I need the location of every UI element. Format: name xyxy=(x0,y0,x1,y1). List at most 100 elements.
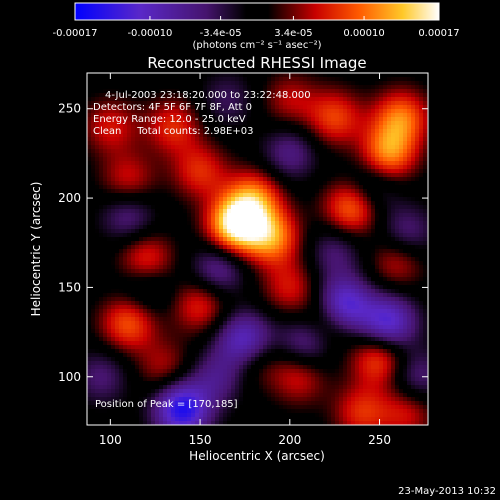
heatmap-cell xyxy=(291,113,296,118)
heatmap-cell xyxy=(335,113,340,118)
heatmap-cell xyxy=(143,193,148,198)
heatmap-cell xyxy=(291,201,296,206)
heatmap-cell xyxy=(187,105,192,110)
heatmap-cell xyxy=(203,145,208,150)
heatmap-cell xyxy=(415,121,420,126)
heatmap-cell xyxy=(263,221,268,226)
heatmap-cell xyxy=(127,269,132,274)
heatmap-cell xyxy=(335,249,340,254)
heatmap-cell xyxy=(187,153,192,158)
heatmap-cell xyxy=(407,157,412,162)
heatmap-cell xyxy=(291,165,296,170)
heatmap-cell xyxy=(123,265,128,270)
heatmap-cell xyxy=(103,189,108,194)
heatmap-cell xyxy=(359,169,364,174)
heatmap-cell xyxy=(259,221,264,226)
heatmap-cell xyxy=(107,257,112,262)
heatmap-cell xyxy=(183,245,188,250)
heatmap-cell xyxy=(123,105,128,110)
heatmap-cell xyxy=(143,261,148,266)
heatmap-cell xyxy=(407,145,412,150)
heatmap-cell xyxy=(247,77,252,82)
heatmap-cell xyxy=(299,229,304,234)
heatmap-cell xyxy=(111,161,116,166)
heatmap-cell xyxy=(347,81,352,86)
heatmap-cell xyxy=(331,173,336,178)
heatmap-cell xyxy=(411,97,416,102)
heatmap-cell xyxy=(199,185,204,190)
heatmap-cell xyxy=(231,185,236,190)
heatmap-cell xyxy=(259,257,264,262)
heatmap-cell xyxy=(163,169,168,174)
heatmap-cell xyxy=(135,125,140,130)
heatmap-cell xyxy=(135,73,140,78)
heatmap-cell xyxy=(279,185,284,190)
heatmap-cell xyxy=(271,105,276,110)
heatmap-cell xyxy=(239,257,244,262)
heatmap-cell xyxy=(147,121,152,126)
heatmap-cell xyxy=(411,169,416,174)
heatmap-cell xyxy=(239,73,244,78)
heatmap-cell xyxy=(115,229,120,234)
heatmap-cell xyxy=(243,289,248,294)
heatmap-cell xyxy=(359,113,364,118)
heatmap-cell xyxy=(387,241,392,246)
heatmap-cell xyxy=(407,281,412,286)
heatmap-cell xyxy=(267,113,272,118)
heatmap-cell xyxy=(175,205,180,210)
heatmap-cell xyxy=(227,253,232,258)
heatmap-cell xyxy=(163,217,168,222)
heatmap-cell xyxy=(295,285,300,290)
heatmap-cell xyxy=(407,213,412,218)
heatmap-cell xyxy=(279,177,284,182)
heatmap-cell xyxy=(331,189,336,194)
heatmap-cell xyxy=(211,237,216,242)
heatmap-cell xyxy=(247,101,252,106)
heatmap-cell xyxy=(179,221,184,226)
heatmap-cell xyxy=(159,157,164,162)
heatmap-cell xyxy=(99,73,104,78)
heatmap-cell xyxy=(359,265,364,270)
heatmap-cell xyxy=(167,197,172,202)
heatmap-cell xyxy=(423,129,428,134)
heatmap-cell xyxy=(259,249,264,254)
heatmap-cell xyxy=(399,229,404,234)
heatmap-cell xyxy=(95,173,100,178)
heatmap-cell xyxy=(359,97,364,102)
heatmap-cell xyxy=(399,189,404,194)
heatmap-cell xyxy=(139,197,144,202)
heatmap-cell xyxy=(267,169,272,174)
heatmap-cell xyxy=(219,205,224,210)
heatmap-cell xyxy=(395,197,400,202)
heatmap-cell xyxy=(243,261,248,266)
heatmap-cell xyxy=(127,73,132,78)
heatmap-cell xyxy=(251,109,256,114)
heatmap-cell xyxy=(175,181,180,186)
heatmap-cell xyxy=(271,229,276,234)
heatmap-cell xyxy=(187,161,192,166)
heatmap-cell xyxy=(223,105,228,110)
heatmap-cell xyxy=(339,93,344,98)
heatmap-cell xyxy=(279,101,284,106)
heatmap-cell xyxy=(87,201,92,206)
heatmap-cell xyxy=(291,173,296,178)
heatmap-cell xyxy=(403,233,408,238)
heatmap-cell xyxy=(287,117,292,122)
heatmap-cell xyxy=(159,273,164,278)
heatmap-cell xyxy=(103,117,108,122)
heatmap-cell xyxy=(315,253,320,258)
heatmap-cell xyxy=(99,229,104,234)
heatmap-cell xyxy=(207,197,212,202)
heatmap-cell xyxy=(211,77,216,82)
heatmap-cell xyxy=(147,177,152,182)
heatmap-cell xyxy=(339,161,344,166)
heatmap-cell xyxy=(311,181,316,186)
heatmap-cell xyxy=(139,253,144,258)
heatmap-cell xyxy=(159,281,164,286)
heatmap-cell xyxy=(239,125,244,130)
heatmap-cell xyxy=(139,201,144,206)
heatmap-cell xyxy=(123,237,128,242)
heatmap-cell xyxy=(159,153,164,158)
heatmap-cell xyxy=(91,301,96,306)
heatmap-cell xyxy=(399,121,404,126)
